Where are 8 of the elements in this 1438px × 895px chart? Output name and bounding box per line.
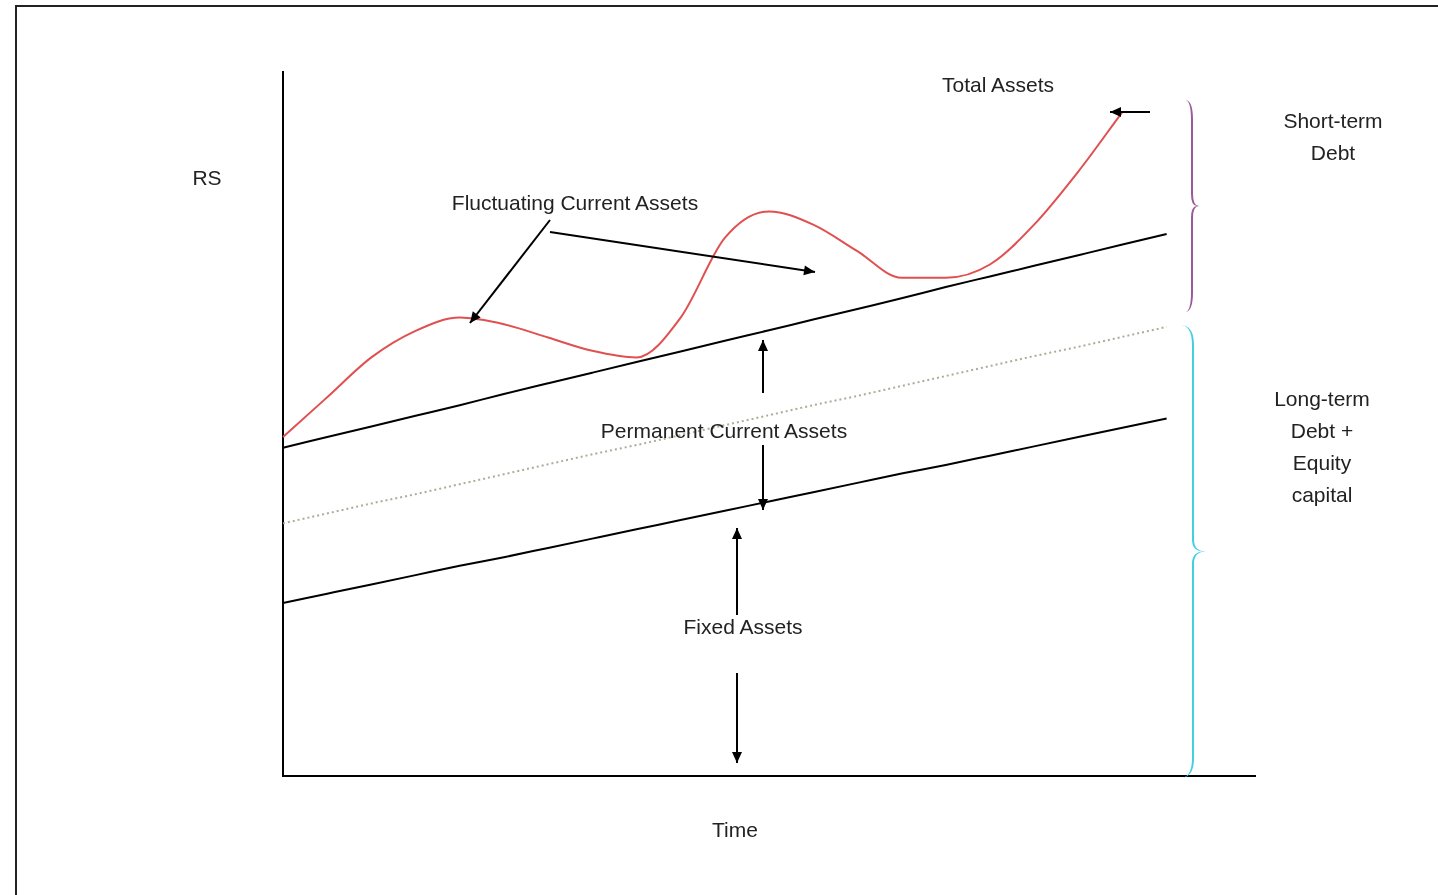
text: Total Assets (941, 72, 1055, 98)
text: Short-term Debt (1282, 108, 1384, 166)
text: Long-term Debt + Equity capital (1273, 386, 1371, 508)
annotation: Fluctuating Current Assets (451, 190, 699, 216)
annotation: Fixed Assets (683, 614, 803, 640)
x-axis-title: Time (712, 817, 758, 843)
y-axis-title: RS (192, 165, 222, 191)
annotation: Permanent Current Assets (600, 418, 848, 444)
